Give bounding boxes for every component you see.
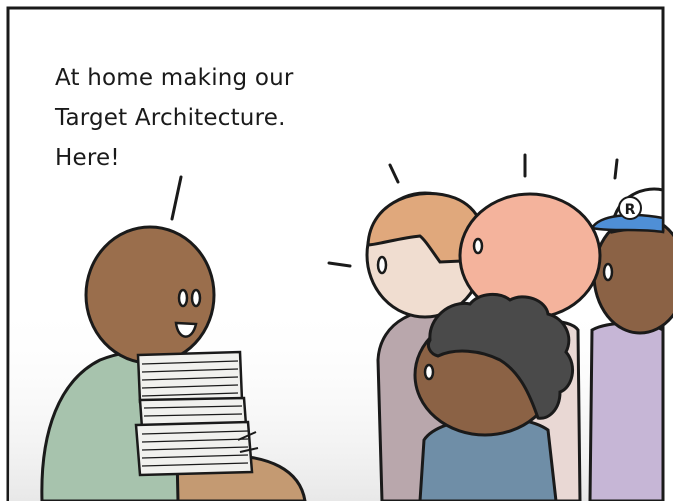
cap-person-eye [602, 262, 614, 282]
paper-stack [134, 350, 259, 477]
speaker-eye-right [190, 288, 202, 308]
cap-brim [589, 213, 665, 234]
cap-logo [618, 196, 642, 220]
tan-person-eye [376, 255, 388, 275]
caption-line-3: Here! [55, 145, 120, 171]
caption-line-1: At home making our [55, 65, 294, 91]
caption-line-2: Target Architecture. [55, 105, 286, 131]
excitement-marks [170, 153, 619, 268]
bald-person-eye [472, 237, 484, 255]
curly-person-hair [426, 293, 575, 420]
crowd-person-tan [365, 191, 487, 501]
curly-person-eye [423, 363, 435, 381]
cap-logo-text: R [625, 202, 636, 218]
cap-person-shirt [588, 321, 665, 501]
speaker-eye-left [177, 288, 189, 308]
speaker-mouth [174, 321, 198, 338]
crowd-person-curly [413, 293, 575, 501]
crowd-person-cap: R [588, 187, 673, 501]
speech-caption: At home making our Target Architecture. … [55, 58, 355, 178]
